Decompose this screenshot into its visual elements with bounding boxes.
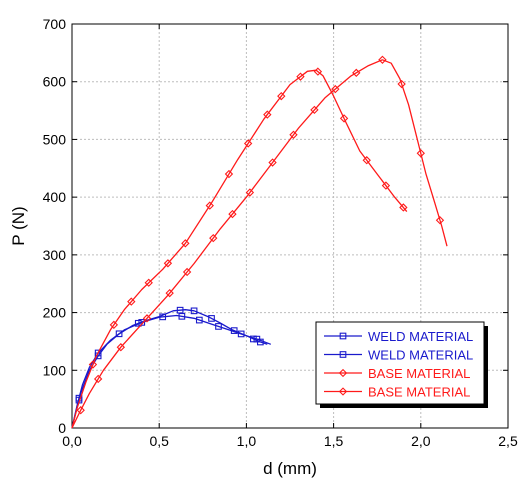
data-point-marker <box>190 307 198 315</box>
y-tick-label: 500 <box>43 131 67 147</box>
data-point-marker <box>142 314 152 323</box>
data-point-marker <box>296 72 305 81</box>
data-point-marker <box>310 105 319 115</box>
data-point-marker <box>313 67 323 76</box>
data-point-marker <box>253 335 261 343</box>
data-point-marker <box>195 316 203 324</box>
axis-ticks: 0,0 0,5 1,0 1,5 2,0 2,5 0 100 200 300 400 500 600 700 <box>43 16 518 449</box>
legend-marker <box>338 368 348 378</box>
y-tick-label: 200 <box>43 305 67 321</box>
legend: WELD MATERIAL WELD MATERIAL BASE MATERIAL B… <box>315 321 488 408</box>
series-line <box>71 69 408 429</box>
x-tick-label: 0,0 <box>62 433 82 449</box>
series-line <box>71 59 448 429</box>
data-point-marker <box>237 330 245 338</box>
y-tick-label: 700 <box>43 16 67 32</box>
legend-marker <box>338 387 348 396</box>
legend-label: WELD MATERIAL <box>368 329 473 344</box>
y-tick-label: 400 <box>43 189 67 205</box>
data-point-marker <box>178 312 186 320</box>
data-point-marker <box>228 209 237 219</box>
data-point-marker <box>263 110 272 119</box>
legend-marker <box>339 332 347 340</box>
data-point-marker <box>243 139 253 148</box>
data-point-marker <box>144 278 153 287</box>
series-line <box>71 314 272 429</box>
legend-marker <box>339 351 347 358</box>
data-point-marker <box>163 259 173 268</box>
data-point-marker <box>76 406 85 415</box>
data-point-marker <box>127 297 136 306</box>
data-point-marker <box>165 288 174 298</box>
data-point-marker <box>224 169 234 179</box>
data-point-marker <box>109 320 119 330</box>
data-point-marker <box>397 79 406 89</box>
data-point-marker <box>215 323 222 330</box>
x-tick-label: 1,0 <box>237 433 257 449</box>
data-point-marker <box>94 349 102 357</box>
series-4 <box>71 55 448 429</box>
data-point-marker <box>381 181 391 190</box>
data-point-marker <box>245 188 255 197</box>
data-point-marker <box>115 330 123 338</box>
y-tick-label: 100 <box>43 362 67 378</box>
series-2 <box>71 312 272 429</box>
series-3 <box>71 67 408 429</box>
data-point-marker <box>378 55 387 64</box>
x-tick-label: 1,5 <box>324 433 344 449</box>
y-tick-label: 600 <box>43 74 67 90</box>
plot-area-frame <box>71 23 509 429</box>
data-point-marker <box>116 343 126 352</box>
data-point-marker <box>181 239 190 248</box>
data-point-marker <box>208 315 215 322</box>
x-tick-label: 2,5 <box>498 433 518 449</box>
y-axis-label: P (N) <box>9 206 28 245</box>
data-point-marker <box>277 91 286 101</box>
data-point-marker <box>205 201 214 210</box>
data-point-marker <box>268 158 277 167</box>
series-group <box>71 55 448 429</box>
data-point-marker <box>93 374 103 384</box>
grid <box>72 24 508 428</box>
data-point-marker <box>159 313 167 321</box>
x-tick-label: 0,5 <box>149 433 169 449</box>
data-point-marker <box>182 267 192 277</box>
legend-label: BASE MATERIAL <box>368 385 470 400</box>
data-point-marker <box>399 203 408 212</box>
data-point-marker <box>88 360 98 369</box>
x-axis-label: d (mm) <box>263 459 317 478</box>
data-point-marker <box>362 156 371 165</box>
data-point-marker <box>209 233 218 243</box>
y-tick-label: 300 <box>43 247 67 263</box>
data-point-marker <box>435 216 445 225</box>
series-1 <box>71 306 268 429</box>
data-point-marker <box>289 130 298 139</box>
legend-label: WELD MATERIAL <box>368 348 473 363</box>
data-point-marker <box>331 84 340 94</box>
x-tick-label: 2,0 <box>411 433 431 449</box>
data-point-marker <box>138 319 146 326</box>
legend-label: BASE MATERIAL <box>368 366 470 381</box>
series-line <box>71 309 268 429</box>
data-point-marker <box>339 114 349 123</box>
data-point-marker <box>352 68 361 78</box>
data-point-marker <box>416 149 425 158</box>
y-tick-label: 0 <box>58 420 66 436</box>
